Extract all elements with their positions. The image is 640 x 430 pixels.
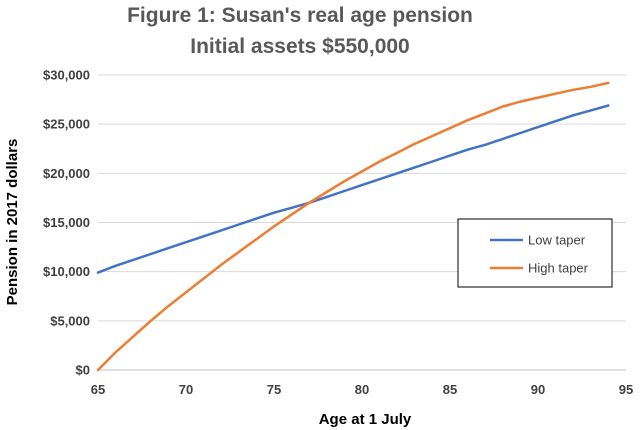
gridlines: [98, 74, 626, 322]
x-tick-label: 80: [355, 382, 369, 397]
chart-subtitle: Initial assets $550,000: [190, 35, 410, 58]
chart-title: Figure 1: Susan's real age pension: [127, 4, 473, 27]
x-axis-label: Age at 1 July: [319, 411, 412, 428]
legend-label: High taper: [528, 261, 589, 276]
x-tick-label: 70: [179, 382, 193, 397]
legend-label: Low taper: [528, 233, 586, 248]
y-tick-label: $15,000: [43, 215, 90, 230]
y-tick-label: $0: [76, 363, 90, 378]
series-lines: [96, 81, 610, 372]
x-tick-label: 90: [531, 382, 545, 397]
legend-box: [457, 218, 613, 288]
y-axis-ticks: $0 $5,000 $10,000 $15,000 $20,000 $25,000 $30,…: [43, 68, 90, 378]
y-tick-label: $20,000: [43, 166, 90, 181]
y-tick-label: $25,000: [43, 117, 90, 132]
x-tick-label: 95: [619, 382, 633, 397]
x-tick-label: 75: [267, 382, 281, 397]
y-tick-label: $5,000: [50, 313, 90, 328]
y-tick-label: $30,000: [43, 68, 90, 83]
y-axis-label: Pension in 2017 dollars: [4, 139, 21, 306]
x-tick-label: 65: [91, 382, 105, 397]
series-line-low-taper: [96, 104, 610, 274]
series-line-high-taper: [96, 81, 610, 372]
legend: Low taper High taper: [457, 218, 613, 288]
x-axis-ticks: 65 70 75 80 85 90 95: [91, 382, 633, 397]
x-tick-label: 85: [443, 382, 457, 397]
y-tick-label: $10,000: [43, 264, 90, 279]
